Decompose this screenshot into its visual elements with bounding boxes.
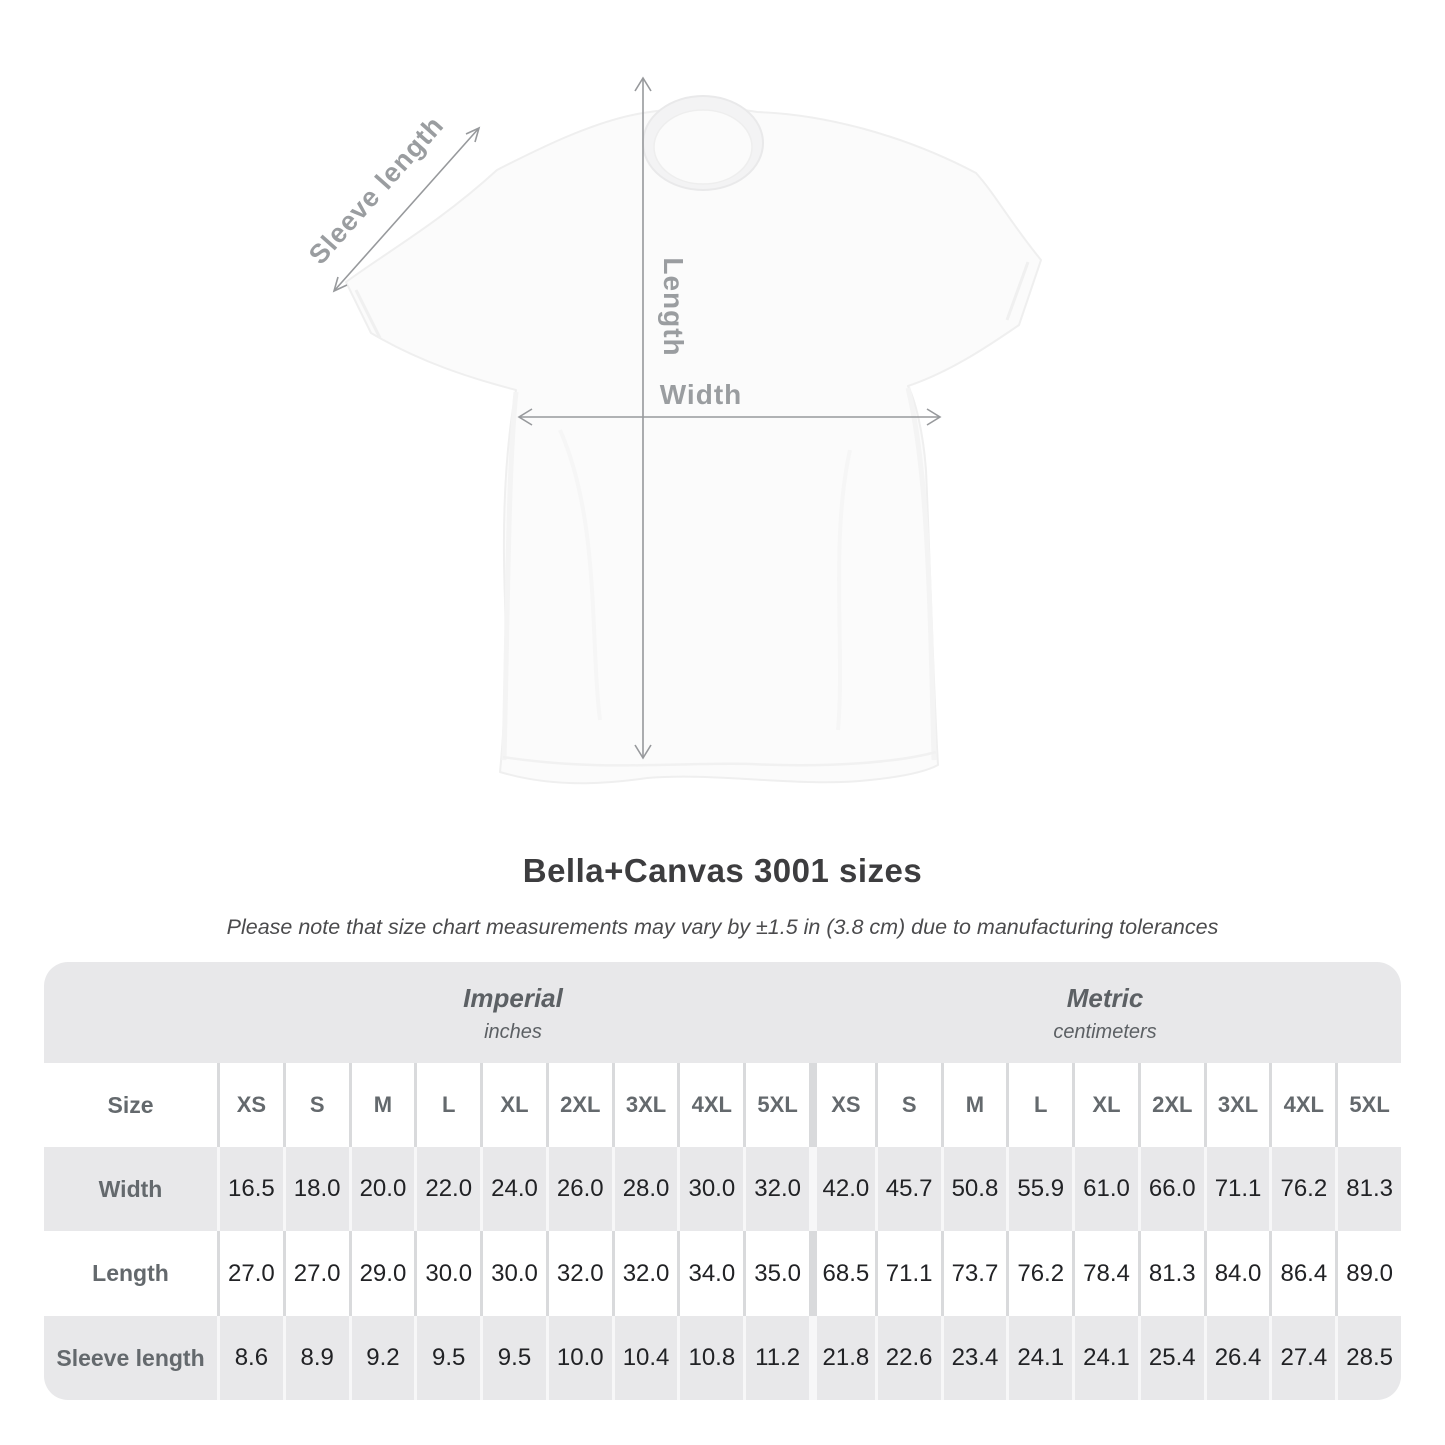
row-label-width: Width — [98, 1175, 163, 1202]
metric-unit: centimeters — [1053, 1021, 1157, 1043]
imperial-unit: inches — [484, 1021, 542, 1043]
size-col-header: M — [940, 1063, 1007, 1147]
measurement-cell: 71.1 — [1203, 1147, 1270, 1231]
measurement-cell: 71.1 — [874, 1231, 941, 1316]
measurement-cell: 27.0 — [282, 1231, 349, 1316]
size-table: Imperial inches Metric centimeters Size … — [44, 962, 1401, 1400]
table-header: Imperial inches Metric centimeters — [44, 962, 1401, 1063]
measurement-cell: 89.0 — [1335, 1231, 1401, 1316]
measurement-cell: 78.4 — [1072, 1231, 1138, 1316]
measurement-cell: 23.4 — [940, 1316, 1007, 1400]
measurement-cell: 10.8 — [677, 1316, 743, 1400]
measurement-cell: 21.8 — [809, 1316, 875, 1400]
row-label-length: Length — [92, 1260, 169, 1286]
measurement-cell: 81.3 — [1335, 1147, 1401, 1231]
measurement-cell: 55.9 — [1006, 1147, 1072, 1231]
measurement-cell: 22.0 — [414, 1147, 480, 1231]
table-row-sleeve-length: Sleeve length 8.6 8.9 9.2 9.5 9.5 10.0 10.4 10.… — [44, 1316, 1401, 1400]
measurement-cell: 32.0 — [611, 1231, 678, 1316]
measurement-cell: 24.0 — [480, 1147, 546, 1231]
measurement-cell: 30.0 — [677, 1147, 743, 1231]
measurement-cell: 16.5 — [217, 1147, 283, 1231]
tshirt-image — [345, 95, 1042, 785]
measurement-cell: 25.4 — [1137, 1316, 1204, 1400]
measurement-cell: 9.2 — [348, 1316, 415, 1400]
size-col-header: XL — [1072, 1063, 1138, 1147]
size-col-header: L — [1006, 1063, 1072, 1147]
measurement-cell: 22.6 — [874, 1316, 941, 1400]
measurement-cell: 27.4 — [1269, 1316, 1335, 1400]
measurement-cell: 27.0 — [217, 1231, 283, 1316]
measurement-cell: 20.0 — [348, 1147, 415, 1231]
measurement-cell: 68.5 — [809, 1231, 875, 1316]
measurement-cell: 8.9 — [282, 1316, 349, 1400]
size-col-header: L — [414, 1063, 480, 1147]
size-col-header: M — [348, 1063, 415, 1147]
size-col-header: 5XL — [743, 1063, 809, 1147]
measurement-cell: 84.0 — [1203, 1231, 1270, 1316]
size-row-label: Size — [107, 1091, 154, 1118]
measurement-cell: 34.0 — [677, 1231, 743, 1316]
measurement-cell: 9.5 — [414, 1316, 480, 1400]
width-arrow — [517, 408, 942, 426]
size-col-header: XS — [809, 1063, 875, 1147]
measurement-cell: 61.0 — [1072, 1147, 1138, 1231]
size-col-header: 3XL — [1203, 1063, 1270, 1147]
size-row: Size XS S M L XL 2XL 3XL 4XL 5XL XS S M L XL 2XL 3XL 4XL… — [44, 1063, 1401, 1147]
size-col-header: 2XL — [545, 1063, 612, 1147]
page-title: Bella+Canvas 3001 sizes — [522, 852, 923, 889]
measurement-cell: 28.0 — [611, 1147, 678, 1231]
tshirt-measurement-diagram: Sleeve length Length Width — [303, 76, 1042, 785]
size-col-header: XS — [217, 1063, 283, 1147]
length-label: Length — [658, 257, 689, 356]
measurement-cell: 18.0 — [282, 1147, 349, 1231]
size-col-header: S — [874, 1063, 941, 1147]
tshirt-diagram-svg: Sleeve length Length Width — [303, 76, 1042, 785]
measurement-cell: 42.0 — [809, 1147, 875, 1231]
measurement-cell: 28.5 — [1335, 1316, 1401, 1400]
measurement-cell: 30.0 — [414, 1231, 480, 1316]
row-label-sleeve-length: Sleeve length — [56, 1344, 205, 1371]
measurement-cell: 86.4 — [1269, 1231, 1335, 1316]
width-label: Width — [660, 379, 743, 410]
measurement-cell: 45.7 — [874, 1147, 941, 1231]
metric-header: Metric centimeters — [809, 962, 1401, 1063]
page-subtitle: Please note that size chart measurements… — [226, 915, 1219, 939]
measurement-cell: 32.0 — [743, 1147, 809, 1231]
size-col-header: XL — [480, 1063, 546, 1147]
measurement-cell: 29.0 — [348, 1231, 415, 1316]
measurement-cell: 76.2 — [1269, 1147, 1335, 1231]
measurement-cell: 8.6 — [217, 1316, 283, 1400]
measurement-cell: 81.3 — [1137, 1231, 1204, 1316]
measurement-cell: 9.5 — [480, 1316, 546, 1400]
measurement-cell: 26.0 — [545, 1147, 612, 1231]
size-col-header: S — [282, 1063, 349, 1147]
imperial-header: Imperial inches — [217, 962, 809, 1063]
measurement-cell: 35.0 — [743, 1231, 809, 1316]
measurement-cell: 10.0 — [545, 1316, 612, 1400]
measurement-cell: 11.2 — [743, 1316, 809, 1400]
length-arrow — [634, 76, 652, 760]
measurement-cell: 32.0 — [545, 1231, 612, 1316]
table-row-width: Width 16.5 18.0 20.0 22.0 24.0 26.0 28.0 30.0 32… — [44, 1147, 1401, 1231]
table-row-length: Length 27.0 27.0 29.0 30.0 30.0 32.0 32.0 34.0 3… — [44, 1231, 1401, 1316]
measurement-cell: 24.1 — [1006, 1316, 1072, 1400]
measurement-cell: 24.1 — [1072, 1316, 1138, 1400]
size-col-header: 4XL — [677, 1063, 743, 1147]
size-col-header: 3XL — [611, 1063, 678, 1147]
measurement-cell: 76.2 — [1006, 1231, 1072, 1316]
size-col-header: 5XL — [1335, 1063, 1401, 1147]
size-col-header: 2XL — [1137, 1063, 1204, 1147]
sleeve-length-arrow — [332, 126, 481, 293]
measurement-cell: 73.7 — [940, 1231, 1007, 1316]
measurement-cell: 10.4 — [611, 1316, 678, 1400]
measurement-cell: 26.4 — [1203, 1316, 1270, 1400]
measurement-cell: 66.0 — [1137, 1147, 1204, 1231]
imperial-title: Imperial — [463, 983, 563, 1013]
header-spacer — [44, 962, 217, 1063]
metric-title: Metric — [1066, 983, 1144, 1013]
measurement-cell: 50.8 — [940, 1147, 1007, 1231]
measurement-cell: 30.0 — [480, 1231, 546, 1316]
size-col-header: 4XL — [1269, 1063, 1335, 1147]
